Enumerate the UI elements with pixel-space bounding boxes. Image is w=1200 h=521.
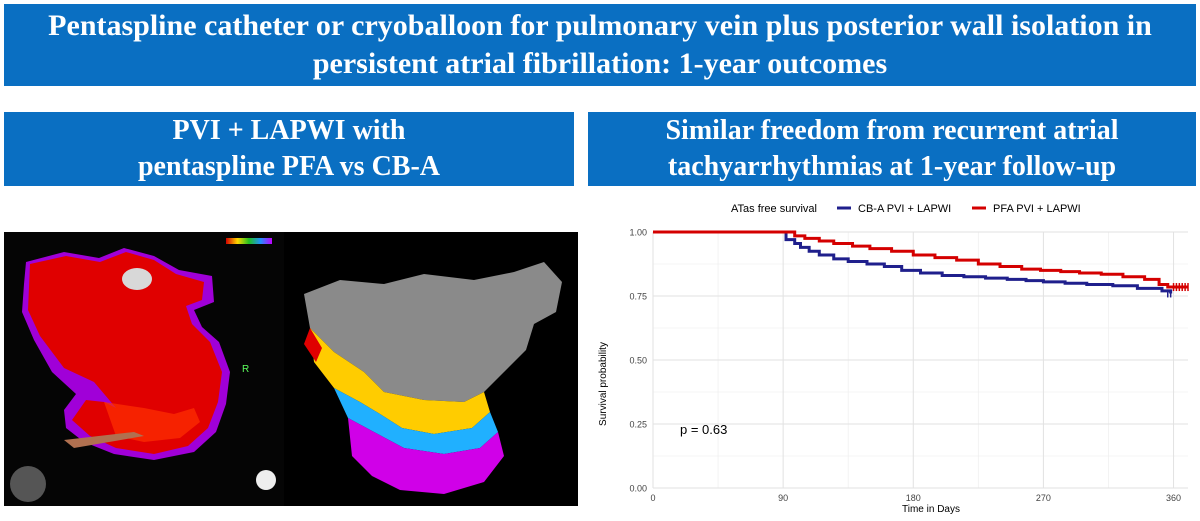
left-map-colorbar — [226, 238, 272, 244]
orientation-widget — [10, 466, 46, 502]
left-map-label-r: R — [242, 364, 249, 375]
left-subtitle-line-1: PVI + LAPWI with — [172, 115, 406, 147]
chart-series — [653, 230, 1189, 298]
y-axis-label: Survival probability — [598, 342, 609, 426]
main-title: Pentaspline catheter or cryoballoon for … — [4, 4, 1196, 86]
y-tick-label: 0.00 — [629, 484, 647, 494]
left-map-border-zone — [104, 402, 200, 442]
x-axis-label: Time in Days — [902, 504, 960, 515]
km-line-cb-a — [653, 230, 1173, 294]
p-value-annotation: p = 0.63 — [680, 422, 727, 437]
y-tick-label: 0.75 — [629, 292, 647, 302]
y-tick-label: 0.50 — [629, 356, 647, 366]
left-atrium-map-cb — [286, 232, 578, 506]
main-title-line-1: Pentaspline catheter or cryoballoon for … — [48, 8, 1152, 42]
left-map-valve-marker — [122, 268, 152, 290]
main-title-line-2: persistent atrial fibrillation: 1-year o… — [312, 47, 888, 80]
x-tick-label: 360 — [1166, 493, 1181, 503]
catheter-shaft — [64, 432, 144, 448]
legend-label-cb-a: CB-A PVI + LAPWI — [858, 203, 951, 215]
left-atrium-map-pfa: R — [4, 232, 284, 506]
right-subtitle-line-1: Similar freedom from recurrent atrial — [665, 115, 1119, 147]
x-tick-label: 180 — [906, 493, 921, 503]
y-tick-label: 1.00 — [629, 228, 647, 238]
km-chart-svg: ATas free survival CB-A PVI + LAPWI PFA … — [598, 203, 1189, 515]
legend-label-pfa: PFA PVI + LAPWI — [993, 203, 1081, 215]
left-map-red-region — [28, 252, 222, 454]
right-subtitle-line-2: tachyarrhythmias at 1-year follow-up — [667, 151, 1117, 182]
x-tick-label: 0 — [650, 493, 655, 503]
legend-title: ATas free survival — [731, 203, 817, 215]
x-tick-label: 270 — [1036, 493, 1051, 503]
right-map-grey-region — [304, 262, 562, 402]
left-subtitle-line-2: pentaspline PFA vs CB-A — [137, 151, 441, 182]
right-map-blue-band — [334, 388, 498, 454]
right-map-red-spot — [304, 328, 322, 362]
voltage-maps-image: R — [4, 232, 578, 506]
voltage-maps-svg: R — [4, 232, 578, 506]
y-tick-label: 0.25 — [629, 420, 647, 430]
km-line-pfa — [653, 230, 1188, 289]
x-tick-label: 90 — [778, 493, 788, 503]
chart-grid — [652, 231, 1188, 489]
right-map-purple-region — [348, 418, 504, 494]
right-map-yellow-band — [310, 328, 490, 434]
km-chart: ATas free survival CB-A PVI + LAPWI PFA … — [586, 194, 1198, 516]
left-subtitle: PVI + LAPWI with pentaspline PFA vs CB-A — [4, 112, 574, 186]
orientation-figure — [256, 470, 276, 490]
chart-axes: ATas free survival CB-A PVI + LAPWI PFA … — [598, 203, 1181, 515]
right-subtitle: Similar freedom from recurrent atrial ta… — [588, 112, 1196, 186]
